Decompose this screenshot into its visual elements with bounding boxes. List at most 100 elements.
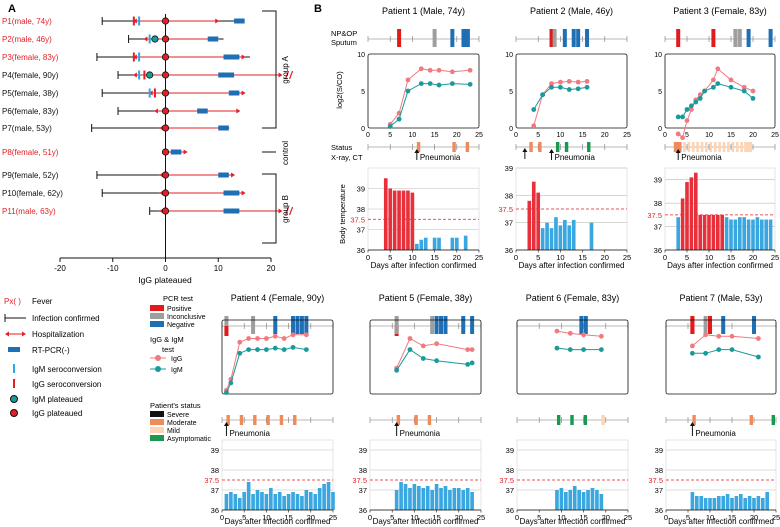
temp-y-tick-label: 38 — [505, 191, 513, 200]
control-label: control — [281, 141, 290, 165]
panel-a-rows: P1(male, 74y) P2(male, 46y) P3(female, 83y… — [2, 14, 294, 258]
ab-y-tick-label: 10 — [654, 52, 662, 59]
ab-x-tick-label: 20 — [601, 132, 609, 139]
temperature-bar — [439, 488, 443, 510]
igm-point — [434, 358, 439, 364]
temp-x-tick-label: 5 — [388, 253, 392, 262]
temp-x-tick-label: 15 — [432, 513, 440, 522]
igg-plateau — [161, 171, 170, 179]
igg-point — [405, 77, 411, 83]
pneumonia-arrow-head — [394, 422, 400, 426]
ab-x-tick-label: 25 — [771, 132, 779, 139]
temperature-bar — [237, 498, 242, 510]
igm-point — [303, 347, 309, 352]
temperature-bar — [415, 243, 419, 250]
antibody-plot-frame — [369, 319, 482, 395]
igm-point — [531, 107, 537, 112]
ab-x-tick-label: 20 — [453, 132, 461, 139]
ab-y-tick-label: 10 — [357, 52, 365, 59]
igg-point — [690, 343, 695, 349]
temp-x-tick-label: 20 — [750, 513, 758, 522]
igg-point — [281, 336, 287, 341]
temperature-bar — [399, 482, 403, 510]
igm-point — [567, 347, 573, 352]
temp-x-tick-label: 15 — [728, 513, 736, 522]
pcr-result-mark — [676, 29, 681, 47]
pneumonia-arrow-head — [223, 422, 229, 426]
igg-point — [467, 67, 473, 73]
igg-point — [558, 79, 563, 85]
pcr-result-mark — [273, 316, 278, 334]
threshold-label: 37.5 — [648, 476, 663, 485]
temperature-bar — [702, 214, 707, 250]
ab-y-tick-label: 5 — [658, 89, 662, 96]
row-label-pcr-1: NP&OP — [331, 29, 357, 38]
temperature-bar — [698, 214, 703, 250]
temp-x-tick-label: 15 — [727, 253, 735, 262]
temp-x-tick-label: 10 — [262, 513, 270, 522]
temperature-bar — [558, 225, 563, 250]
igm-point — [728, 84, 734, 90]
legend-igm-plat-symbol — [10, 395, 18, 403]
row-label-temperature: Body temperature — [338, 184, 347, 244]
temperature-bar — [540, 228, 545, 250]
hosp-arrow-right — [278, 72, 283, 78]
temp-x-tick-label: 0 — [515, 513, 519, 522]
chart-title: Patient 2 (Male, 46y) — [530, 6, 613, 16]
temp-y-tick-label: 38 — [211, 466, 219, 475]
antibody-plot-frame — [515, 53, 628, 129]
temp-xlabel: Days after infection confirmed — [667, 261, 773, 270]
temperature-bar — [322, 484, 326, 510]
igm-point — [224, 390, 229, 395]
hosp-arrow-left — [143, 36, 148, 42]
temperature-bar — [470, 492, 474, 510]
group-a-label: group A — [281, 56, 290, 84]
rt-pcr-negative — [218, 172, 229, 178]
pcr-result-mark — [583, 316, 588, 334]
igm-point — [272, 345, 278, 351]
igm-point — [228, 380, 234, 386]
temp-x-tick-label: 25 — [624, 513, 632, 522]
temperature-bar — [590, 488, 595, 510]
rt-pcr-negative — [218, 125, 229, 131]
status-mark — [266, 415, 270, 425]
igg-point — [465, 347, 471, 352]
igg-plateau — [161, 71, 170, 79]
pcr-result-mark — [224, 316, 229, 334]
patient-row-7: P7(male, 53y) — [2, 124, 230, 133]
pneumonia-label: Pneumonia — [695, 429, 736, 438]
panel-a: A P1(male, 74y) P2(male, 46y) P3(female, 8… — [2, 3, 294, 285]
temp-x-tick-label: 25 — [772, 513, 780, 522]
temperature-bar — [450, 237, 455, 250]
status-mark — [735, 142, 739, 152]
hosp-arrow-right — [231, 172, 236, 178]
temp-y-tick-label: 37 — [654, 223, 662, 232]
igg-point — [575, 79, 581, 85]
legend-igg-sero: IgG seroconversion — [32, 380, 101, 389]
temperature-bar — [229, 492, 233, 510]
igg-line — [677, 67, 754, 139]
temperature-bar — [383, 178, 388, 250]
igm-point — [237, 350, 243, 356]
temperature-bar — [255, 490, 260, 510]
legend-ab-title-2: test — [162, 345, 175, 354]
temperature-bar — [571, 219, 576, 250]
legend-moderate: Moderate — [167, 420, 197, 427]
panel-b-charts: Patient 1 (Male, 74y) 0 5 10 0 5 10 15 20 25 Pneum… — [204, 6, 780, 526]
ab-y-tick-label: 5 — [361, 89, 365, 96]
temp-y-tick-label: 39 — [506, 446, 514, 455]
legend-mild: Mild — [167, 428, 180, 435]
temperature-bar — [716, 496, 721, 510]
status-mark — [727, 142, 730, 152]
legend-igg-marker — [155, 355, 161, 361]
temperature-bar — [291, 492, 295, 510]
temperature-bar — [423, 237, 428, 250]
temp-x-tick-label: 20 — [602, 513, 610, 522]
igg-line — [556, 330, 602, 337]
hosp-arrow-right — [278, 208, 283, 214]
patient-chart-1: Patient 1 (Male, 74y) 0 5 10 0 5 10 15 20 25 Pneum… — [350, 6, 483, 270]
status-mark — [538, 142, 542, 152]
temp-x-tick-label: 0 — [368, 513, 372, 522]
igm-point — [427, 81, 433, 86]
igg-plateau — [161, 53, 170, 61]
